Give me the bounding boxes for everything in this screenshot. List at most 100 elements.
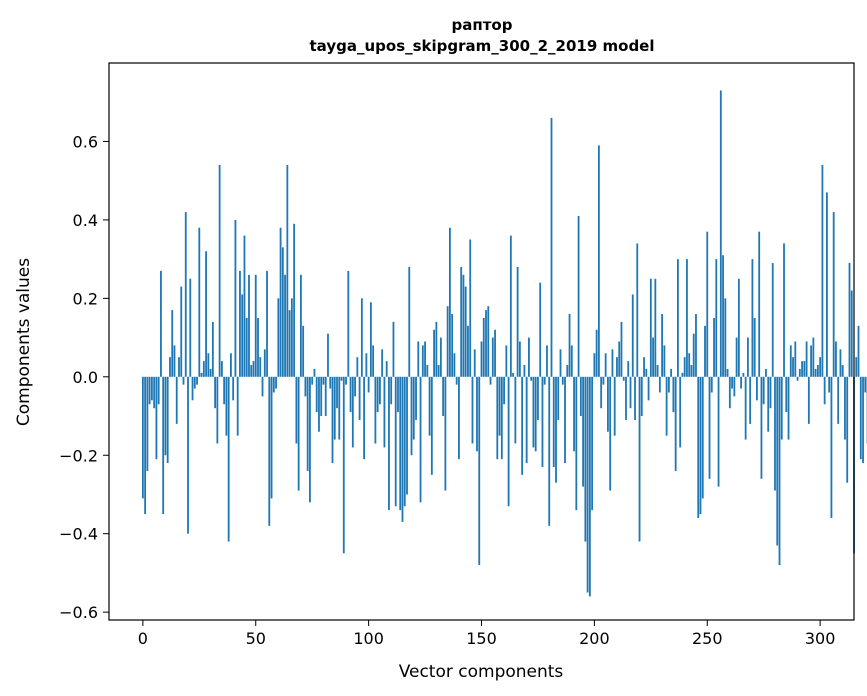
bar: [686, 259, 688, 377]
bar: [482, 317, 485, 377]
bar: [602, 376, 605, 385]
bar: [469, 239, 472, 377]
bar: [631, 294, 634, 377]
bar: [141, 376, 144, 499]
bar: [198, 227, 201, 377]
bar: [728, 376, 731, 409]
bar: [758, 231, 761, 377]
bar: [661, 314, 664, 377]
bar: [365, 353, 368, 377]
plot-frame: [108, 62, 855, 621]
bar: [372, 345, 375, 377]
bar: [785, 376, 788, 413]
bar: [302, 325, 305, 377]
bar: [622, 376, 625, 381]
bar: [374, 376, 377, 444]
bar: [390, 376, 393, 405]
bar: [354, 376, 356, 397]
bar: [458, 376, 460, 460]
bar: [561, 376, 564, 385]
bar: [814, 368, 817, 377]
bar: [855, 357, 858, 377]
bar: [677, 259, 679, 377]
bar: [778, 376, 781, 566]
bar: [532, 376, 535, 448]
bar: [356, 357, 359, 377]
bar: [421, 345, 424, 377]
bar: [397, 376, 399, 413]
bar: [695, 314, 697, 377]
bar: [444, 376, 447, 491]
bar: [214, 376, 217, 409]
bar: [410, 376, 413, 456]
bar: [439, 337, 442, 377]
bar: [263, 349, 266, 377]
bar: [656, 365, 659, 377]
bar: [234, 219, 237, 377]
bar: [597, 145, 600, 377]
bar: [311, 376, 314, 385]
bar: [812, 337, 815, 377]
bar: [290, 298, 293, 377]
bar: [584, 376, 587, 542]
bar: [706, 231, 709, 377]
bar: [507, 376, 510, 507]
bar: [460, 266, 463, 377]
bar: [252, 361, 255, 377]
bar: [839, 349, 842, 377]
bar: [254, 274, 257, 377]
bar: [220, 361, 223, 377]
bar: [681, 372, 684, 377]
bar: [189, 278, 192, 377]
bar: [270, 376, 273, 499]
bar: [207, 353, 210, 377]
x-tick-label: 0: [138, 629, 148, 648]
bar: [816, 365, 819, 377]
bar: [557, 376, 560, 420]
bar: [837, 376, 840, 424]
bar: [582, 376, 584, 487]
bar: [369, 302, 372, 377]
bar: [403, 376, 406, 507]
bar: [437, 365, 440, 377]
bar: [406, 376, 408, 495]
bar: [634, 376, 636, 420]
bar: [376, 376, 379, 413]
bar: [193, 376, 196, 389]
bar: [225, 376, 228, 436]
bar: [428, 376, 431, 436]
bar: [340, 376, 343, 381]
bar: [455, 376, 458, 385]
bar: [480, 341, 483, 377]
bar: [157, 376, 160, 405]
y-tick-label: −0.6: [59, 603, 98, 622]
bar: [259, 357, 262, 377]
bar: [306, 376, 309, 471]
bar: [774, 376, 776, 491]
bar: [828, 376, 831, 393]
bar: [448, 227, 451, 377]
bar: [807, 376, 810, 424]
bar: [288, 310, 291, 377]
bar: [762, 376, 765, 405]
y-tick-label: −0.2: [59, 446, 98, 465]
bar: [451, 314, 454, 377]
bar: [667, 376, 670, 393]
bar: [232, 376, 235, 401]
bar: [733, 376, 736, 397]
bar: [618, 341, 621, 377]
bar: [331, 376, 334, 464]
bar: [525, 376, 528, 464]
bar: [401, 376, 404, 522]
bar: [588, 376, 591, 597]
bar: [394, 376, 397, 507]
x-tick-label: 150: [466, 629, 497, 648]
bar: [205, 251, 207, 377]
bar: [417, 341, 420, 377]
bar: [184, 212, 187, 377]
bar: [604, 353, 607, 377]
bar: [654, 278, 657, 377]
bar: [173, 345, 176, 377]
bar: [555, 376, 557, 483]
bar: [552, 376, 555, 468]
